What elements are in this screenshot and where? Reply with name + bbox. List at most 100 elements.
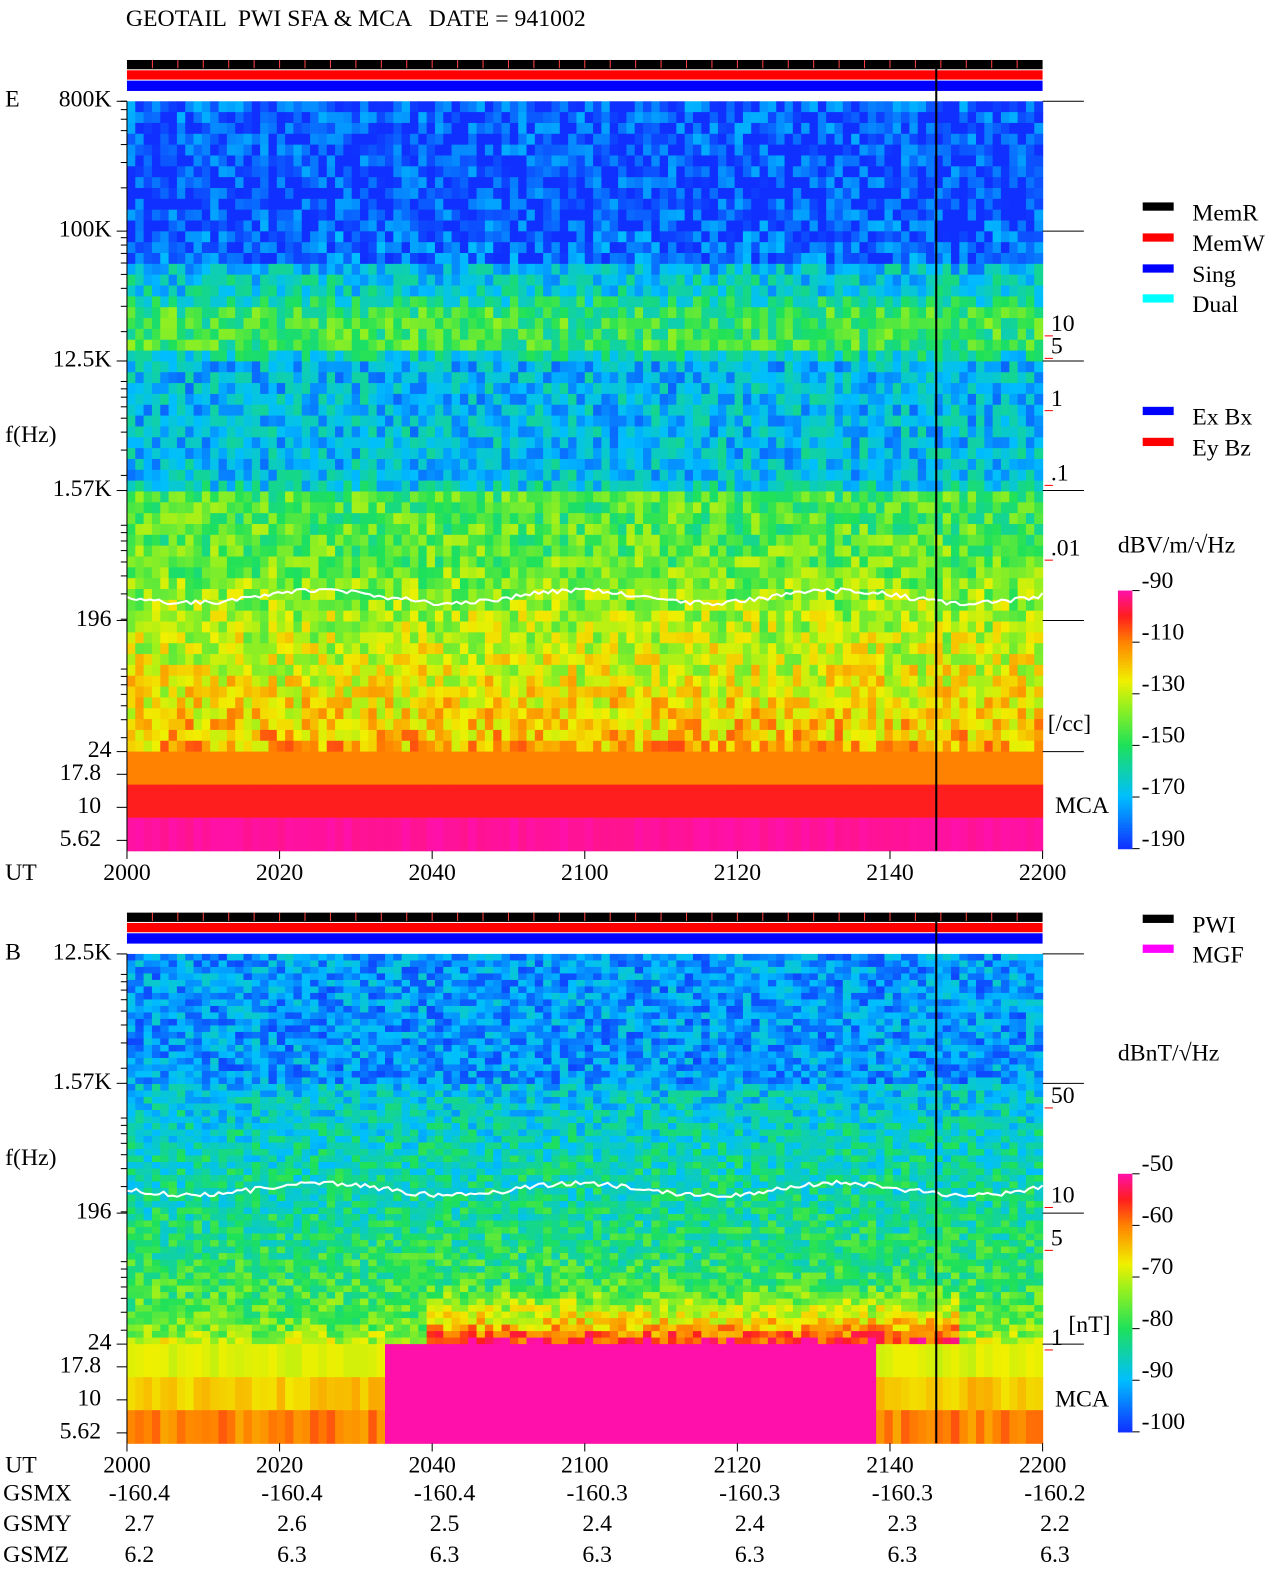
spectrogram-cell bbox=[1009, 523, 1019, 536]
spectrogram-cell bbox=[717, 101, 727, 113]
spectrogram-cell bbox=[784, 133, 794, 146]
spectrogram-cell bbox=[426, 556, 436, 568]
spectrogram-cell bbox=[351, 513, 361, 525]
spectrogram-cell bbox=[235, 404, 245, 417]
spectrogram-cell bbox=[318, 231, 328, 243]
spectrogram-cell bbox=[1009, 469, 1019, 482]
spectrogram-cell bbox=[235, 361, 245, 373]
spectrogram-cell bbox=[335, 361, 345, 373]
spectrogram-cell bbox=[343, 556, 353, 568]
spectrogram-cell bbox=[634, 404, 644, 417]
spectrogram-cell bbox=[643, 263, 652, 276]
spectrogram-cell bbox=[842, 578, 852, 590]
spectrogram-cell bbox=[942, 523, 952, 536]
spectrogram-cell bbox=[726, 545, 736, 558]
spectrogram-cell bbox=[409, 567, 419, 579]
spectrogram-cell bbox=[318, 383, 328, 395]
spectrogram-cell bbox=[434, 220, 444, 232]
spectrogram-cell bbox=[859, 209, 869, 222]
spectrogram-cell bbox=[734, 285, 744, 297]
spectrogram-cell bbox=[193, 253, 203, 265]
spectrogram-cell bbox=[692, 307, 702, 319]
spectrogram-cell bbox=[393, 155, 403, 167]
spectrogram-cell bbox=[509, 177, 519, 189]
spectrogram-cell bbox=[335, 523, 345, 536]
spectrogram-cell bbox=[901, 567, 911, 579]
spectrogram-cell bbox=[859, 415, 869, 428]
spectrogram-cell bbox=[1025, 296, 1035, 308]
spectrogram-cell bbox=[468, 220, 478, 232]
spectrogram-cell bbox=[692, 198, 702, 211]
spectrogram-cell bbox=[260, 133, 270, 146]
spectrogram-cell bbox=[668, 404, 677, 417]
spectrogram-cell bbox=[160, 318, 170, 330]
spectrogram-cell bbox=[318, 567, 328, 579]
spectrogram-cell bbox=[859, 350, 869, 363]
spectrogram-cell bbox=[360, 209, 369, 222]
spectrogram-cell bbox=[335, 263, 345, 276]
spectrogram-cell bbox=[484, 578, 494, 590]
spectrogram-cell bbox=[801, 523, 811, 536]
spectrogram-cell bbox=[243, 458, 253, 471]
spectrogram-cell bbox=[909, 122, 919, 135]
spectrogram-cell bbox=[451, 437, 461, 449]
spectrogram-cell bbox=[151, 263, 161, 276]
spectrogram-cell bbox=[376, 469, 386, 482]
spectrogram-cell bbox=[684, 187, 694, 200]
spectrogram-cell bbox=[551, 263, 561, 276]
spectrogram-cell bbox=[876, 545, 886, 558]
spectrogram-cell bbox=[135, 339, 145, 352]
spectrogram-cell bbox=[751, 296, 761, 308]
spectrogram-cell bbox=[576, 350, 586, 363]
spectrogram-cell bbox=[842, 350, 852, 363]
spectrogram-cell bbox=[385, 177, 394, 189]
spectrogram-cell bbox=[801, 415, 811, 428]
spectrogram-cell bbox=[143, 296, 153, 308]
spectrogram-cell bbox=[251, 513, 261, 525]
spectrogram-cell bbox=[351, 534, 361, 547]
spectrogram-cell bbox=[543, 112, 553, 124]
spectrogram-cell bbox=[992, 112, 1002, 124]
spectrogram-cell bbox=[285, 372, 295, 384]
spectrogram-cell bbox=[576, 534, 586, 547]
spectrogram-cell bbox=[176, 274, 186, 287]
spectrogram-cell bbox=[975, 253, 985, 265]
spectrogram-cell bbox=[618, 339, 628, 352]
spectrogram-cell bbox=[726, 242, 736, 254]
spectrogram-cell bbox=[176, 231, 186, 243]
spectrogram-cell bbox=[293, 242, 303, 254]
spectrogram-cell bbox=[767, 393, 777, 406]
spectrogram-cell bbox=[376, 155, 386, 167]
spectrogram-cell bbox=[751, 231, 761, 243]
spectrogram-cell bbox=[967, 101, 977, 113]
spectrogram-cell bbox=[876, 253, 886, 265]
spectrogram-cell bbox=[451, 209, 461, 222]
spectrogram-cell bbox=[293, 556, 303, 568]
spectrogram-cell bbox=[351, 426, 361, 438]
spectrogram-cell bbox=[626, 545, 636, 558]
spectrogram-cell bbox=[126, 155, 136, 167]
spectrogram-cell bbox=[726, 480, 736, 493]
spectrogram-cell bbox=[601, 480, 611, 493]
spectrogram-cell bbox=[351, 285, 361, 297]
spectrogram-cell bbox=[426, 220, 436, 232]
spectrogram-cell bbox=[792, 187, 802, 200]
spectrogram-cell bbox=[518, 231, 528, 243]
spectrogram-cell bbox=[884, 328, 894, 341]
spectrogram-cell bbox=[643, 133, 652, 146]
spectrogram-cell bbox=[759, 307, 769, 319]
spectrogram-cell bbox=[1009, 155, 1019, 167]
spectrogram-cell bbox=[335, 556, 345, 568]
spectrogram-cell bbox=[251, 448, 261, 460]
spectrogram-cell bbox=[143, 144, 153, 157]
spectrogram-cell bbox=[543, 567, 553, 579]
spectrogram-cell bbox=[126, 480, 136, 493]
spectrogram-cell bbox=[1025, 469, 1035, 482]
spectrogram-cell bbox=[551, 350, 561, 363]
spectrogram-cell bbox=[509, 296, 519, 308]
spectrogram-cell bbox=[926, 567, 935, 579]
spectrogram-cell bbox=[126, 187, 136, 200]
spectrogram-cell bbox=[975, 556, 985, 568]
spectrogram-cell bbox=[443, 567, 453, 579]
spectrogram-cell bbox=[684, 198, 694, 211]
